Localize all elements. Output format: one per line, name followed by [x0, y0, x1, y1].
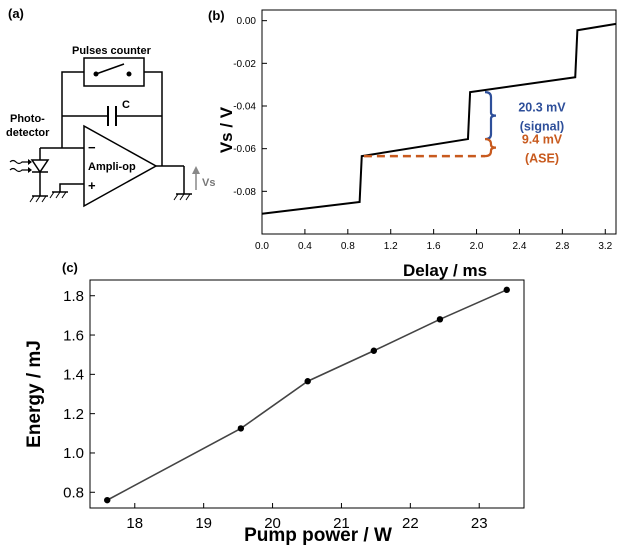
x-tick-label: 2.4 — [513, 241, 527, 252]
input-wire — [59, 183, 84, 192]
y-tick-label: 0.8 — [63, 485, 84, 502]
x-tick-label: 2.0 — [470, 241, 484, 252]
voltage-trace-chart: 0.0 0.4 0.8 1.2 1.6 2.0 2.4 2.8 3.2 0.00 -0.02 -0.0… — [217, 9, 617, 280]
light-arrowhead-icon — [28, 167, 32, 173]
panel-b-label: (b) — [208, 8, 225, 23]
circuit-diagram: (a) Pulses counter C Ampli-op − + Ph — [6, 6, 215, 208]
x-tick-label: 22 — [402, 515, 419, 532]
switch-icon — [95, 63, 125, 75]
x-tick-label: 1.2 — [384, 241, 398, 252]
y-tick-label: 1.4 — [63, 367, 84, 384]
data-point — [370, 347, 378, 354]
op-amp-label: Ampli-op — [88, 161, 136, 173]
data-point — [104, 496, 111, 504]
y-tick-label: 1.2 — [63, 406, 84, 423]
plot-frame — [261, 9, 617, 235]
output-label: Vs — [202, 177, 215, 189]
y-tick-label: 1.0 — [63, 445, 84, 462]
switch-contact-icon — [126, 71, 132, 77]
x-axis-label: Pump power / W — [244, 525, 392, 546]
x-tick-label: 0.0 — [255, 241, 269, 252]
y-tick-label: -0.04 — [233, 102, 256, 113]
y-tick-label: 1.8 — [63, 288, 84, 305]
x-tick-label: 0.4 — [298, 241, 312, 252]
annotation-text: 20.3 mV — [518, 101, 566, 115]
panel-a-label: (a) — [8, 6, 24, 21]
annotation-text: (signal) — [520, 120, 564, 134]
y-axis-label: Vs / V — [217, 106, 236, 153]
energy-chart: 18 19 20 21 22 23 0.8 1.0 1.2 1.4 1.6 1.8 Pump power… — [24, 279, 525, 546]
op-amp-icon — [83, 124, 158, 208]
feedback-wire — [144, 71, 163, 166]
annotation-brace-icon — [484, 91, 497, 141]
output-arrowhead-icon — [192, 166, 200, 174]
light-arrowhead-icon — [28, 159, 32, 165]
annotation-text: (ASE) — [525, 152, 559, 166]
x-tick-label: 3.2 — [598, 241, 612, 252]
x-tick-label: 2.8 — [555, 241, 569, 252]
ground-icon — [173, 193, 192, 201]
x-tick-label: 0.8 — [341, 241, 355, 252]
photodiode-icon — [30, 159, 50, 174]
pulses-counter-label: Pulses counter — [72, 45, 152, 57]
pulses-counter-box — [83, 57, 145, 87]
plot-frame — [89, 279, 525, 509]
y-tick-label: -0.02 — [233, 59, 256, 70]
series-line — [261, 22, 617, 215]
x-tick-label: 1.6 — [427, 241, 441, 252]
series-line — [106, 289, 508, 501]
annotation-text: 9.4 mV — [522, 133, 563, 147]
photodetector-label: detector — [6, 127, 50, 139]
y-tick-label: -0.08 — [233, 187, 256, 198]
ground-icon — [49, 191, 68, 199]
data-point — [503, 286, 510, 294]
ground-icon — [29, 195, 48, 203]
y-tick-label: 0.00 — [237, 16, 257, 27]
x-axis-label: Delay / ms — [403, 261, 487, 280]
op-amp-minus: − — [88, 140, 96, 155]
photodetector-label: Photo- — [10, 113, 45, 125]
y-tick-label: -0.06 — [233, 144, 256, 155]
y-tick-label: 1.6 — [63, 327, 84, 344]
x-tick-label: 23 — [471, 515, 488, 532]
y-axis-label: Energy / mJ — [24, 340, 45, 448]
op-amp-plus: + — [88, 178, 96, 193]
data-point — [237, 425, 245, 432]
capacitor-label: C — [122, 99, 130, 111]
panel-c-label: (c) — [62, 260, 78, 275]
annotation-brace-icon — [484, 137, 497, 158]
x-tick-label: 21 — [333, 515, 350, 532]
x-tick-label: 18 — [126, 515, 143, 532]
data-point — [304, 378, 311, 385]
data-point — [436, 316, 444, 323]
feedback-wire — [61, 71, 84, 148]
light-arrow-icon — [9, 159, 28, 165]
light-arrow-icon — [9, 167, 28, 173]
x-tick-label: 20 — [264, 515, 281, 532]
x-tick-label: 19 — [195, 515, 212, 532]
